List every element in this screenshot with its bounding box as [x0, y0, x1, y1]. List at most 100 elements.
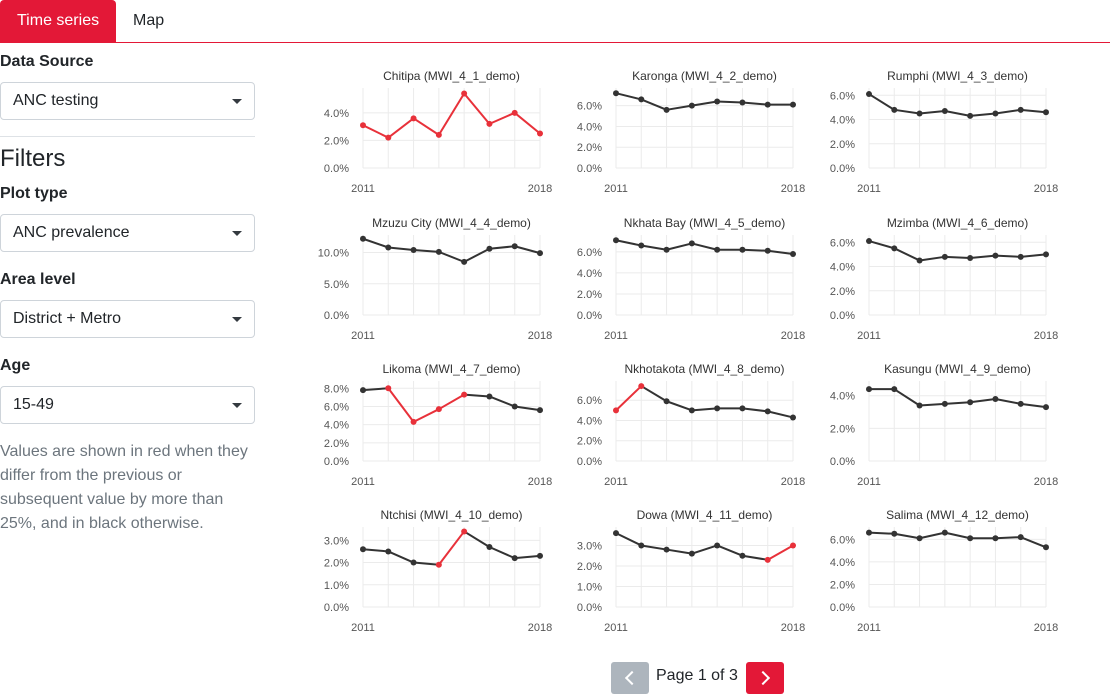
data-point: [663, 106, 670, 113]
y-tick-label: 2.0%: [830, 423, 855, 435]
data-point: [486, 120, 493, 127]
x-tick-label: 2011: [604, 476, 628, 488]
x-tick-label: 2011: [857, 330, 881, 342]
series-segment: [640, 385, 668, 403]
color-legend-note: Values are shown in red when they differ…: [0, 443, 248, 532]
tab-map[interactable]: Map: [133, 12, 165, 29]
y-tick-label: 0.0%: [577, 163, 602, 175]
series-segment: [387, 387, 415, 423]
data-point: [790, 414, 796, 421]
series-segment: [413, 408, 440, 423]
data-point: [511, 109, 518, 116]
area-level-select[interactable]: District + Metro: [0, 300, 255, 338]
y-tick-label: 4.0%: [830, 391, 855, 403]
data-point: [714, 542, 721, 549]
data-point: [663, 398, 670, 405]
data-point: [360, 235, 366, 242]
series-segment: [868, 93, 895, 111]
data-point: [385, 385, 392, 392]
data-point: [410, 247, 417, 253]
data-point: [663, 546, 670, 553]
data-source-select[interactable]: ANC testing: [0, 82, 255, 120]
y-tick-label: 8.0%: [324, 383, 349, 395]
x-tick-label: 2018: [528, 476, 552, 488]
y-tick-label: 6.0%: [830, 90, 855, 102]
series-segment: [893, 247, 921, 262]
data-point: [435, 561, 442, 568]
data-point: [511, 403, 518, 410]
series-segment: [362, 548, 389, 553]
y-tick-label: 6.0%: [324, 401, 349, 413]
y-tick-label: 6.0%: [577, 395, 602, 407]
tab-time-series[interactable]: Time series: [0, 0, 117, 42]
chart-title: Dowa (MWI_4_11_demo): [637, 508, 773, 522]
series-segment: [615, 239, 642, 247]
data-point: [638, 383, 645, 390]
data-point: [688, 407, 695, 414]
series-segment: [463, 247, 490, 263]
chevron-down-icon: [232, 99, 242, 104]
y-tick-label: 4.0%: [577, 268, 602, 280]
data-point: [461, 528, 468, 535]
series-segment: [514, 112, 541, 135]
plot-type-select[interactable]: ANC prevalence: [0, 214, 255, 252]
data-point: [1017, 106, 1024, 113]
data-point: [435, 131, 442, 138]
data-point: [916, 535, 923, 542]
data-point: [891, 530, 898, 537]
data-point: [613, 90, 619, 97]
y-tick-label: 1.0%: [324, 580, 349, 592]
data-point: [638, 542, 645, 549]
x-tick-label: 2018: [781, 622, 805, 634]
data-point: [790, 101, 796, 108]
next-page-button[interactable]: [746, 662, 784, 694]
age-select[interactable]: 15-49: [0, 386, 255, 424]
data-point: [663, 246, 670, 253]
data-point: [790, 250, 796, 257]
data-point: [410, 559, 417, 566]
series-segment: [691, 100, 718, 107]
series-segment: [1020, 108, 1047, 114]
series-segment: [438, 250, 465, 263]
series-segment: [641, 244, 667, 251]
series-segment: [489, 395, 516, 408]
chart-title: Mzimba (MWI_4_6_demo): [887, 216, 1028, 230]
series-segment: [868, 531, 895, 535]
y-tick-label: 0.0%: [324, 456, 349, 468]
series-segment: [944, 531, 971, 540]
data-point: [941, 529, 948, 536]
chart-title: Rumphi (MWI_4_3_demo): [887, 69, 1028, 83]
y-tick-label: 2.0%: [830, 579, 855, 591]
data-point: [916, 257, 923, 264]
x-tick-label: 2018: [781, 476, 805, 488]
series-segment: [691, 544, 718, 555]
series-segment: [970, 254, 996, 260]
series-segment: [742, 248, 768, 252]
series-segment: [995, 108, 1021, 115]
chevron-down-icon: [232, 403, 242, 408]
x-tick-label: 2018: [781, 330, 805, 342]
series-segment: [944, 255, 971, 260]
prev-page-button[interactable]: [611, 662, 649, 694]
y-tick-label: 0.0%: [830, 163, 855, 175]
chart-title: Mzuzu City (MWI_4_4_demo): [372, 216, 531, 230]
series-segment: [717, 100, 743, 104]
page-indicator: Page 1 of 3: [656, 667, 738, 684]
y-tick-label: 2.0%: [577, 142, 602, 154]
series-segment: [767, 249, 794, 255]
series-segment: [615, 385, 642, 412]
data-point: [385, 244, 392, 251]
data-point: [891, 245, 898, 252]
y-tick-label: 10.0%: [318, 248, 349, 260]
x-tick-label: 2011: [604, 622, 628, 634]
data-point: [537, 407, 543, 414]
series-segment: [691, 407, 718, 412]
y-tick-label: 2.0%: [830, 139, 855, 151]
data-point: [1017, 534, 1024, 541]
series-segment: [615, 532, 642, 547]
series-segment: [387, 550, 414, 564]
age-value: 15-49: [13, 396, 54, 413]
data-point: [486, 544, 493, 550]
y-tick-label: 2.0%: [324, 558, 349, 570]
data-point: [866, 238, 872, 245]
